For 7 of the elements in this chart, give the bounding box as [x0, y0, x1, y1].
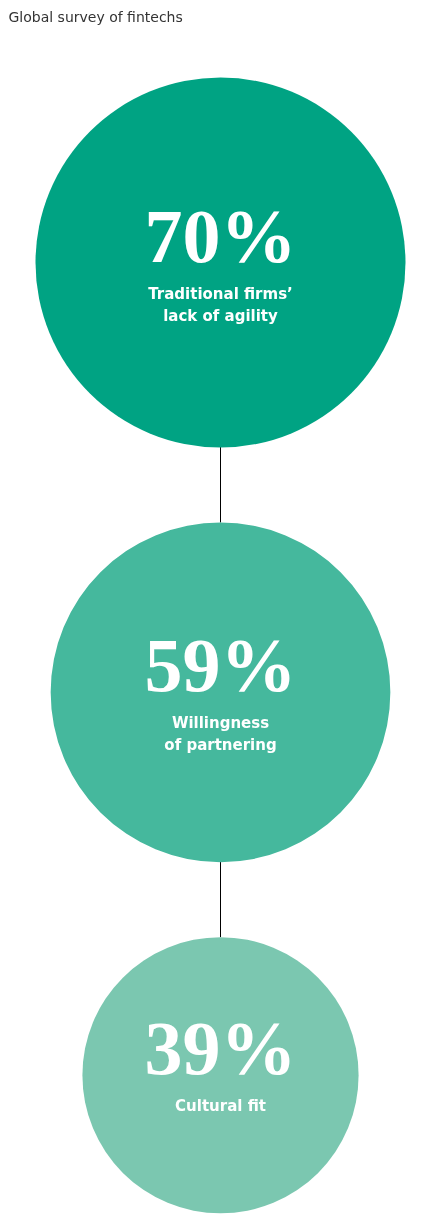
- data-label: 70%: [144, 193, 297, 278]
- category-label: Traditional firms’ lack of agility: [148, 284, 293, 325]
- data-label: 59%: [144, 623, 297, 708]
- text: Global survey of fintechs: [8, 8, 183, 25]
- data-label: 39%: [144, 1006, 297, 1091]
- category-label: Cultural fit: [175, 1097, 266, 1116]
- category-label: Willingness of partnering: [164, 714, 277, 755]
